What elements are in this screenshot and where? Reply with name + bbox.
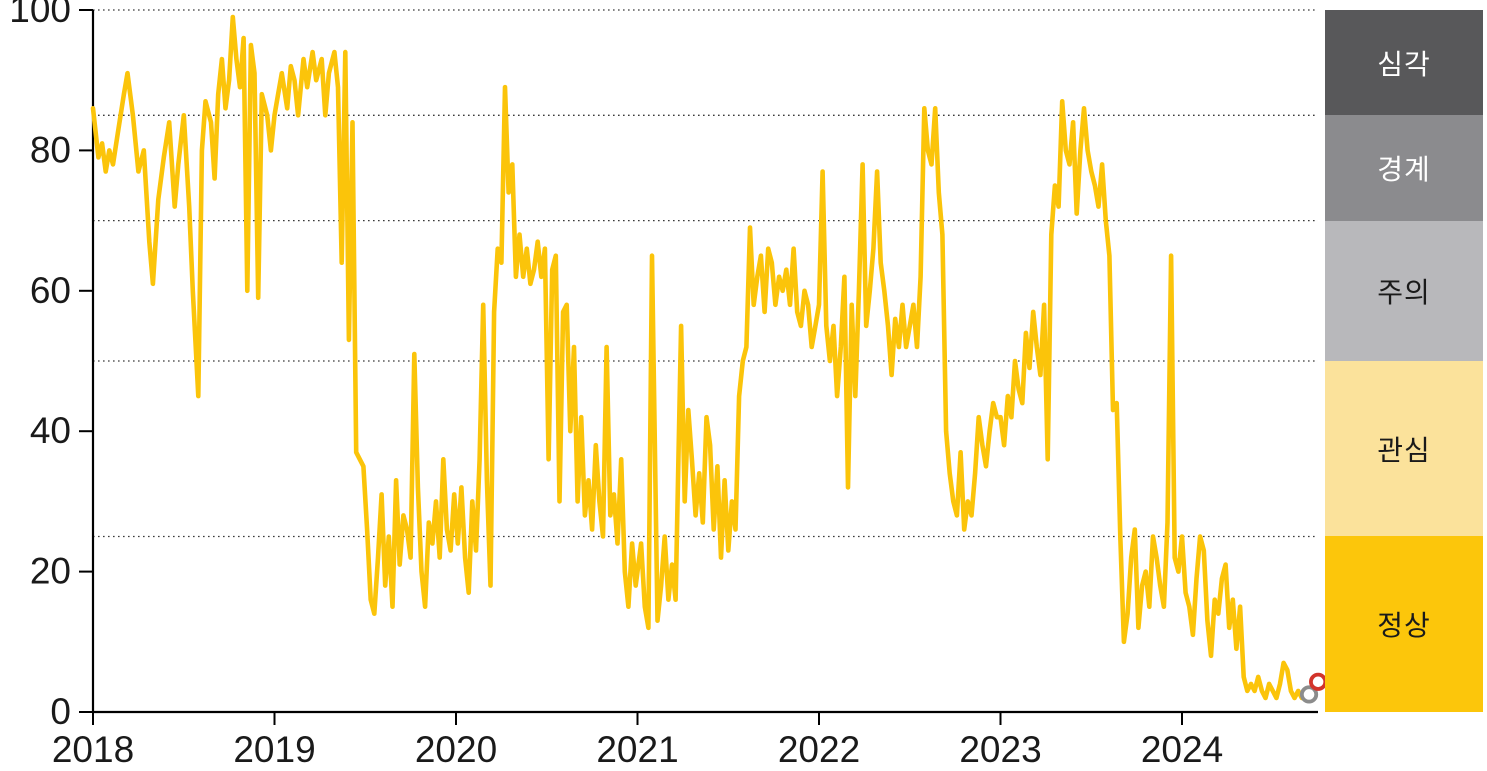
y-tick-label-40: 40	[30, 410, 71, 451]
y-tick-label-60: 60	[30, 270, 71, 311]
legend-zone-2: 경계	[1325, 115, 1483, 221]
y-tick-label-80: 80	[30, 129, 71, 170]
x-tick-label-2024: 2024	[1141, 729, 1223, 770]
x-tick-label-2022: 2022	[778, 729, 860, 770]
legend-zone-label: 주의	[1377, 276, 1431, 308]
previous-week-marker	[1299, 685, 1319, 704]
legend-zone-label: 관심	[1377, 434, 1431, 466]
legend-zone-4: 관심	[1325, 360, 1483, 537]
legend-zone-label: 정상	[1377, 610, 1431, 642]
risk-index-series-line	[90, 14, 1312, 701]
legend-zone-label: 심각	[1377, 48, 1431, 80]
x-tick-label-2021: 2021	[596, 729, 678, 770]
y-tick-label-100: 100	[9, 0, 71, 30]
latest-week-marker	[1309, 672, 1328, 691]
legend-zone-3: 주의	[1325, 220, 1483, 361]
x-tick-label-2018: 2018	[52, 729, 134, 770]
legend-zone-5: 정상	[1325, 536, 1483, 712]
x-tick-label-2019: 2019	[233, 729, 315, 770]
legend-zone-label: 경계	[1377, 153, 1431, 185]
x-tick-label-2023: 2023	[959, 729, 1041, 770]
x-tick-label-2020: 2020	[415, 729, 497, 770]
legend-zone-1: 심각	[1325, 10, 1483, 116]
y-tick-label-0: 0	[50, 691, 71, 732]
y-tick-label-20: 20	[30, 551, 71, 592]
